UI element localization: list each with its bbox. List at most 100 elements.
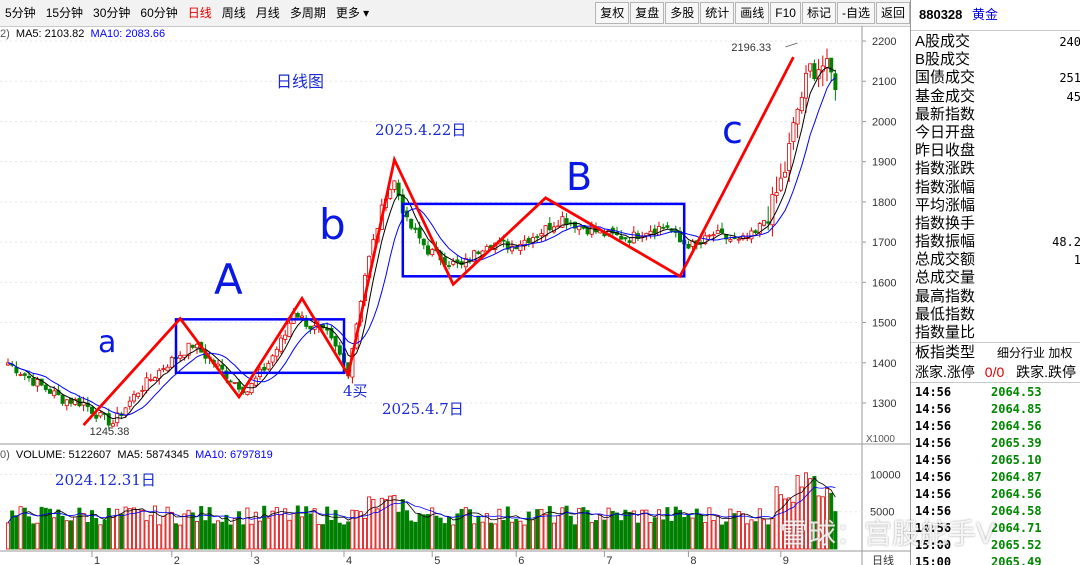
annotation-date-top: 2025.4.22日 (375, 121, 467, 139)
candle-body (22, 373, 27, 376)
candle-body (425, 245, 430, 255)
volume-bar (526, 511, 531, 550)
volume-bar (404, 510, 409, 550)
candle-body (547, 222, 552, 231)
price-tick-label: 1700 (872, 237, 896, 249)
volume-bar (463, 507, 468, 550)
volume-bar (333, 510, 338, 550)
tick-price: 2064.87 (991, 470, 1042, 484)
tick-row: 14:56 2064.87 (911, 469, 1080, 486)
volume-bar (602, 519, 607, 550)
period-tab-7[interactable]: 多周期 (289, 6, 326, 20)
candle (90, 406, 95, 415)
candle-body (278, 337, 283, 352)
tick-time: 14:56 (915, 436, 952, 450)
candle-body (60, 394, 65, 404)
index-code: 880328 (919, 7, 963, 22)
volume-bar (531, 519, 536, 550)
period-tab-0[interactable]: 5分钟 (5, 6, 36, 20)
candle (329, 325, 334, 341)
volume-bar (425, 514, 430, 550)
candle-body (136, 392, 141, 397)
volume-bar (60, 515, 65, 550)
price-chart[interactable]: 2200 2100 2000 1900 1800 1700 1600 1500 1400 1300… (0, 26, 910, 445)
volume-bar (736, 511, 741, 550)
volume-bar (392, 495, 397, 550)
volume-bar (102, 519, 107, 550)
tick-row: 15:00 2065.49 (911, 554, 1080, 565)
time-tick-label: 5 (434, 555, 440, 565)
candle (686, 240, 691, 250)
volume-legend-prefix: 0) (0, 449, 13, 461)
volume-bar (224, 514, 229, 550)
volume-bar (787, 497, 792, 550)
candle (127, 396, 132, 410)
tool-buttons: 复权 复盘 多股 统计 画线 F10 标记 -自选 返回 (594, 2, 910, 24)
toolbar-button-6[interactable]: 标记 (801, 2, 836, 24)
toolbar-button-5[interactable]: F10 (770, 2, 801, 24)
board-type-row: 板指类型 细分行业 加权 (911, 342, 1080, 363)
toolbar-button-0[interactable]: 复权 (595, 2, 630, 24)
volume-series (6, 472, 838, 550)
volume-bar (157, 524, 162, 550)
period-tab-4[interactable]: 日线 (187, 6, 212, 20)
volume-bar (346, 521, 351, 550)
period-tab-3[interactable]: 60分钟 (140, 6, 178, 20)
volume-bar (283, 508, 288, 550)
toolbar-button-2[interactable]: 多股 (665, 2, 700, 24)
updown-label: 涨家.涨停 (915, 364, 975, 380)
volume-bar (434, 515, 439, 550)
tick-row: 14:56 2064.71 (911, 520, 1080, 537)
ma10-legend: MA10: 2083.66 (90, 28, 166, 40)
candle (472, 249, 477, 264)
candle (476, 250, 481, 255)
toolbar-button-8[interactable]: 返回 (875, 2, 910, 24)
volume-bar (413, 521, 418, 550)
candle-body (791, 122, 796, 142)
candle (783, 161, 788, 179)
volume-bar (18, 506, 23, 550)
tick-list[interactable]: 14:56 2064.53 14:56 2064.85 14:56 2064.56 14:5… (911, 384, 1080, 565)
tick-time: 14:56 (915, 419, 952, 433)
candle (753, 229, 758, 235)
period-tab-2[interactable]: 30分钟 (93, 6, 131, 20)
volume-chart[interactable]: 10000 5000 1 2 3 4 5 6 7 8 9 日线 (0, 445, 910, 565)
candle (526, 236, 531, 247)
volume-bar (724, 521, 729, 550)
period-tab-5[interactable]: 周线 (221, 6, 246, 20)
volume-bar (94, 517, 99, 550)
volume-bar (115, 508, 120, 550)
annotation-title: 日线图 (276, 72, 325, 91)
candle-body (446, 265, 451, 267)
volume-bar (467, 509, 472, 550)
volume-bar (203, 520, 208, 550)
period-tab-8[interactable]: 更多 ▾ (335, 6, 370, 20)
updown-value: 0/0 (984, 364, 1005, 380)
stat-row: B股成交 (911, 51, 1080, 69)
stat-label: 最低指数 (915, 305, 976, 323)
candle (564, 213, 569, 230)
candle (161, 364, 166, 373)
candle-body (535, 236, 540, 238)
toolbar-button-7[interactable]: -自选 (836, 2, 875, 24)
candle (274, 346, 279, 362)
candle-body (808, 63, 813, 72)
period-tab-1[interactable]: 15分钟 (45, 6, 84, 20)
toolbar-button-4[interactable]: 画线 (735, 2, 770, 24)
ma10-line (7, 77, 836, 416)
toolbar-button-1[interactable]: 复盘 (630, 2, 665, 24)
candle (774, 176, 779, 204)
volume-bar (535, 509, 540, 550)
volume-bar (69, 520, 74, 550)
volume-bar (476, 515, 481, 550)
tick-row: 15:00 2065.52 (911, 537, 1080, 554)
candle-body (720, 228, 725, 234)
candle-body (43, 384, 48, 390)
volume-bar (253, 511, 258, 550)
period-tab-6[interactable]: 月线 (255, 6, 280, 20)
candle (661, 223, 666, 230)
candle-body (270, 355, 275, 363)
toolbar-button-3[interactable]: 统计 (700, 2, 735, 24)
candle-body (31, 377, 36, 386)
candle-body (770, 194, 775, 226)
